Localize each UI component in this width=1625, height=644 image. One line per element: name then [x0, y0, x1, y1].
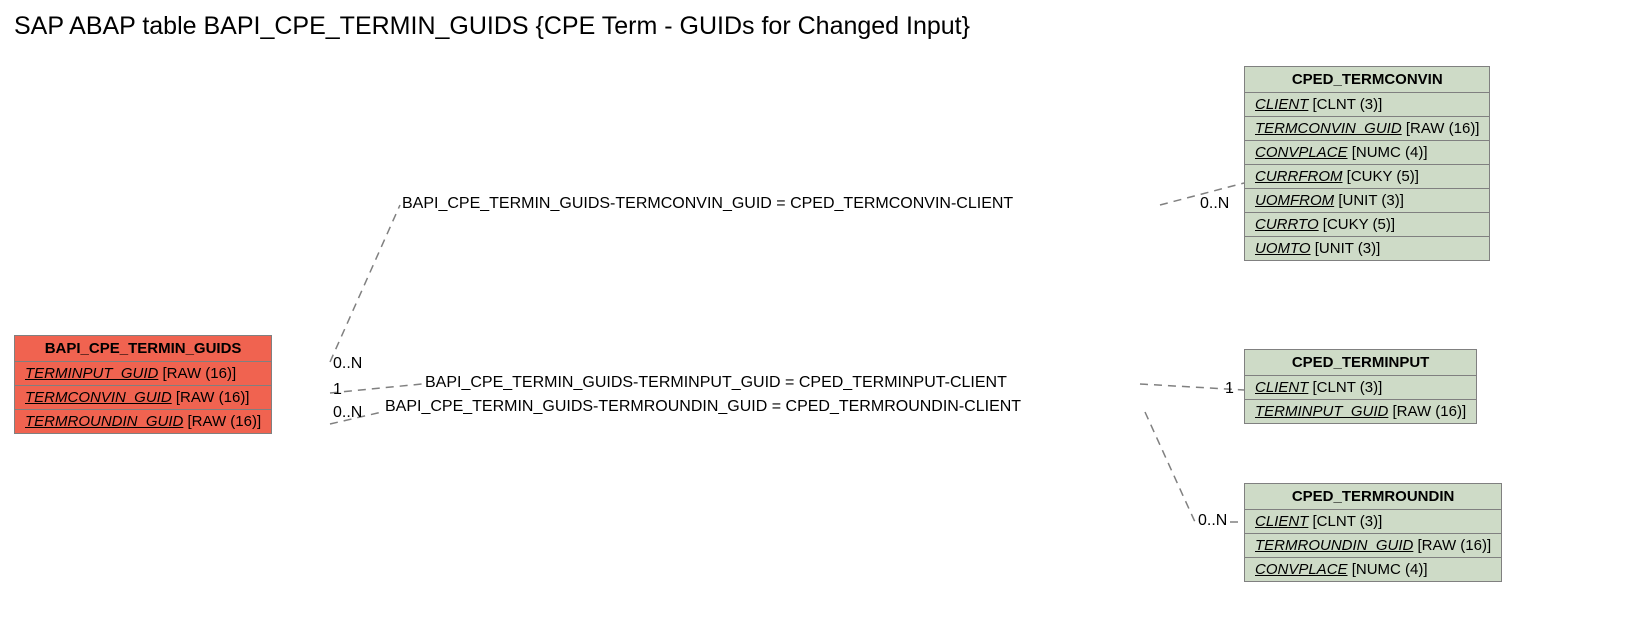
cardinality-left-3: 0..N — [333, 404, 362, 422]
field-name: CLIENT — [1255, 96, 1308, 113]
field-type: [RAW (16)] — [1393, 403, 1467, 420]
table-row: UOMTO [UNIT (3)] — [1245, 237, 1490, 261]
field-type: [RAW (16)] — [1406, 120, 1480, 137]
table-row: TERMCONVIN_GUID [RAW (16)] — [15, 386, 272, 410]
table-row: CONVPLACE [NUMC (4)] — [1245, 141, 1490, 165]
field-name: CONVPLACE — [1255, 561, 1348, 578]
field-type: [UNIT (3)] — [1338, 192, 1404, 209]
table-row: TERMINPUT_GUID [RAW (16)] — [15, 362, 272, 386]
field-type: [NUMC (4)] — [1352, 144, 1428, 161]
cardinality-right-2: 1 — [1225, 380, 1234, 398]
field-type: [NUMC (4)] — [1352, 561, 1428, 578]
field-name: TERMCONVIN_GUID — [25, 389, 172, 406]
table-row: CONVPLACE [NUMC (4)] — [1245, 558, 1502, 582]
field-name: CLIENT — [1255, 513, 1308, 530]
entity-terminput: CPED_TERMINPUT CLIENT [CLNT (3)] TERMINP… — [1244, 349, 1477, 424]
field-name: TERMINPUT_GUID — [1255, 403, 1388, 420]
field-type: [CUKY (5)] — [1347, 168, 1419, 185]
field-type: [RAW (16)] — [163, 365, 237, 382]
field-type: [RAW (16)] — [188, 413, 262, 430]
table-row: UOMFROM [UNIT (3)] — [1245, 189, 1490, 213]
cardinality-left-2: 1 — [333, 381, 342, 399]
relation-label-2: BAPI_CPE_TERMIN_GUIDS-TERMINPUT_GUID = C… — [425, 374, 1007, 392]
field-name: UOMTO — [1255, 240, 1311, 257]
table-row: TERMCONVIN_GUID [RAW (16)] — [1245, 117, 1490, 141]
field-type: [CLNT (3)] — [1313, 513, 1383, 530]
field-name: UOMFROM — [1255, 192, 1334, 209]
entity-termconvin: CPED_TERMCONVIN CLIENT [CLNT (3)] TERMCO… — [1244, 66, 1490, 261]
entity-termroundin-header: CPED_TERMROUNDIN — [1245, 484, 1502, 510]
field-name: TERMCONVIN_GUID — [1255, 120, 1402, 137]
table-row: CLIENT [CLNT (3)] — [1245, 510, 1502, 534]
relation-label-3: BAPI_CPE_TERMIN_GUIDS-TERMROUNDIN_GUID =… — [385, 398, 1021, 416]
cardinality-right-3: 0..N — [1198, 512, 1227, 530]
table-row: CURRFROM [CUKY (5)] — [1245, 165, 1490, 189]
entity-termconvin-header: CPED_TERMCONVIN — [1245, 67, 1490, 93]
entity-termroundin: CPED_TERMROUNDIN CLIENT [CLNT (3)] TERMR… — [1244, 483, 1502, 582]
field-name: TERMINPUT_GUID — [25, 365, 158, 382]
page-title: SAP ABAP table BAPI_CPE_TERMIN_GUIDS {CP… — [14, 12, 970, 41]
field-name: TERMROUNDIN_GUID — [1255, 537, 1413, 554]
table-row: CLIENT [CLNT (3)] — [1245, 93, 1490, 117]
entity-terminput-header: CPED_TERMINPUT — [1245, 350, 1477, 376]
relation-label-1: BAPI_CPE_TERMIN_GUIDS-TERMCONVIN_GUID = … — [402, 195, 1013, 213]
field-name: CONVPLACE — [1255, 144, 1348, 161]
table-row: CURRTO [CUKY (5)] — [1245, 213, 1490, 237]
entity-source-header: BAPI_CPE_TERMIN_GUIDS — [15, 336, 272, 362]
field-type: [CUKY (5)] — [1323, 216, 1395, 233]
cardinality-left-1: 0..N — [333, 355, 362, 373]
field-type: [CLNT (3)] — [1313, 96, 1383, 113]
field-type: [RAW (16)] — [1418, 537, 1492, 554]
table-row: TERMROUNDIN_GUID [RAW (16)] — [15, 410, 272, 434]
table-row: TERMINPUT_GUID [RAW (16)] — [1245, 400, 1477, 424]
field-name: CLIENT — [1255, 379, 1308, 396]
field-name: CURRFROM — [1255, 168, 1343, 185]
field-type: [CLNT (3)] — [1313, 379, 1383, 396]
table-row: TERMROUNDIN_GUID [RAW (16)] — [1245, 534, 1502, 558]
field-type: [RAW (16)] — [176, 389, 250, 406]
entity-source: BAPI_CPE_TERMIN_GUIDS TERMINPUT_GUID [RA… — [14, 335, 272, 434]
field-type: [UNIT (3)] — [1315, 240, 1381, 257]
cardinality-right-1: 0..N — [1200, 195, 1229, 213]
field-name: TERMROUNDIN_GUID — [25, 413, 183, 430]
field-name: CURRTO — [1255, 216, 1319, 233]
table-row: CLIENT [CLNT (3)] — [1245, 376, 1477, 400]
